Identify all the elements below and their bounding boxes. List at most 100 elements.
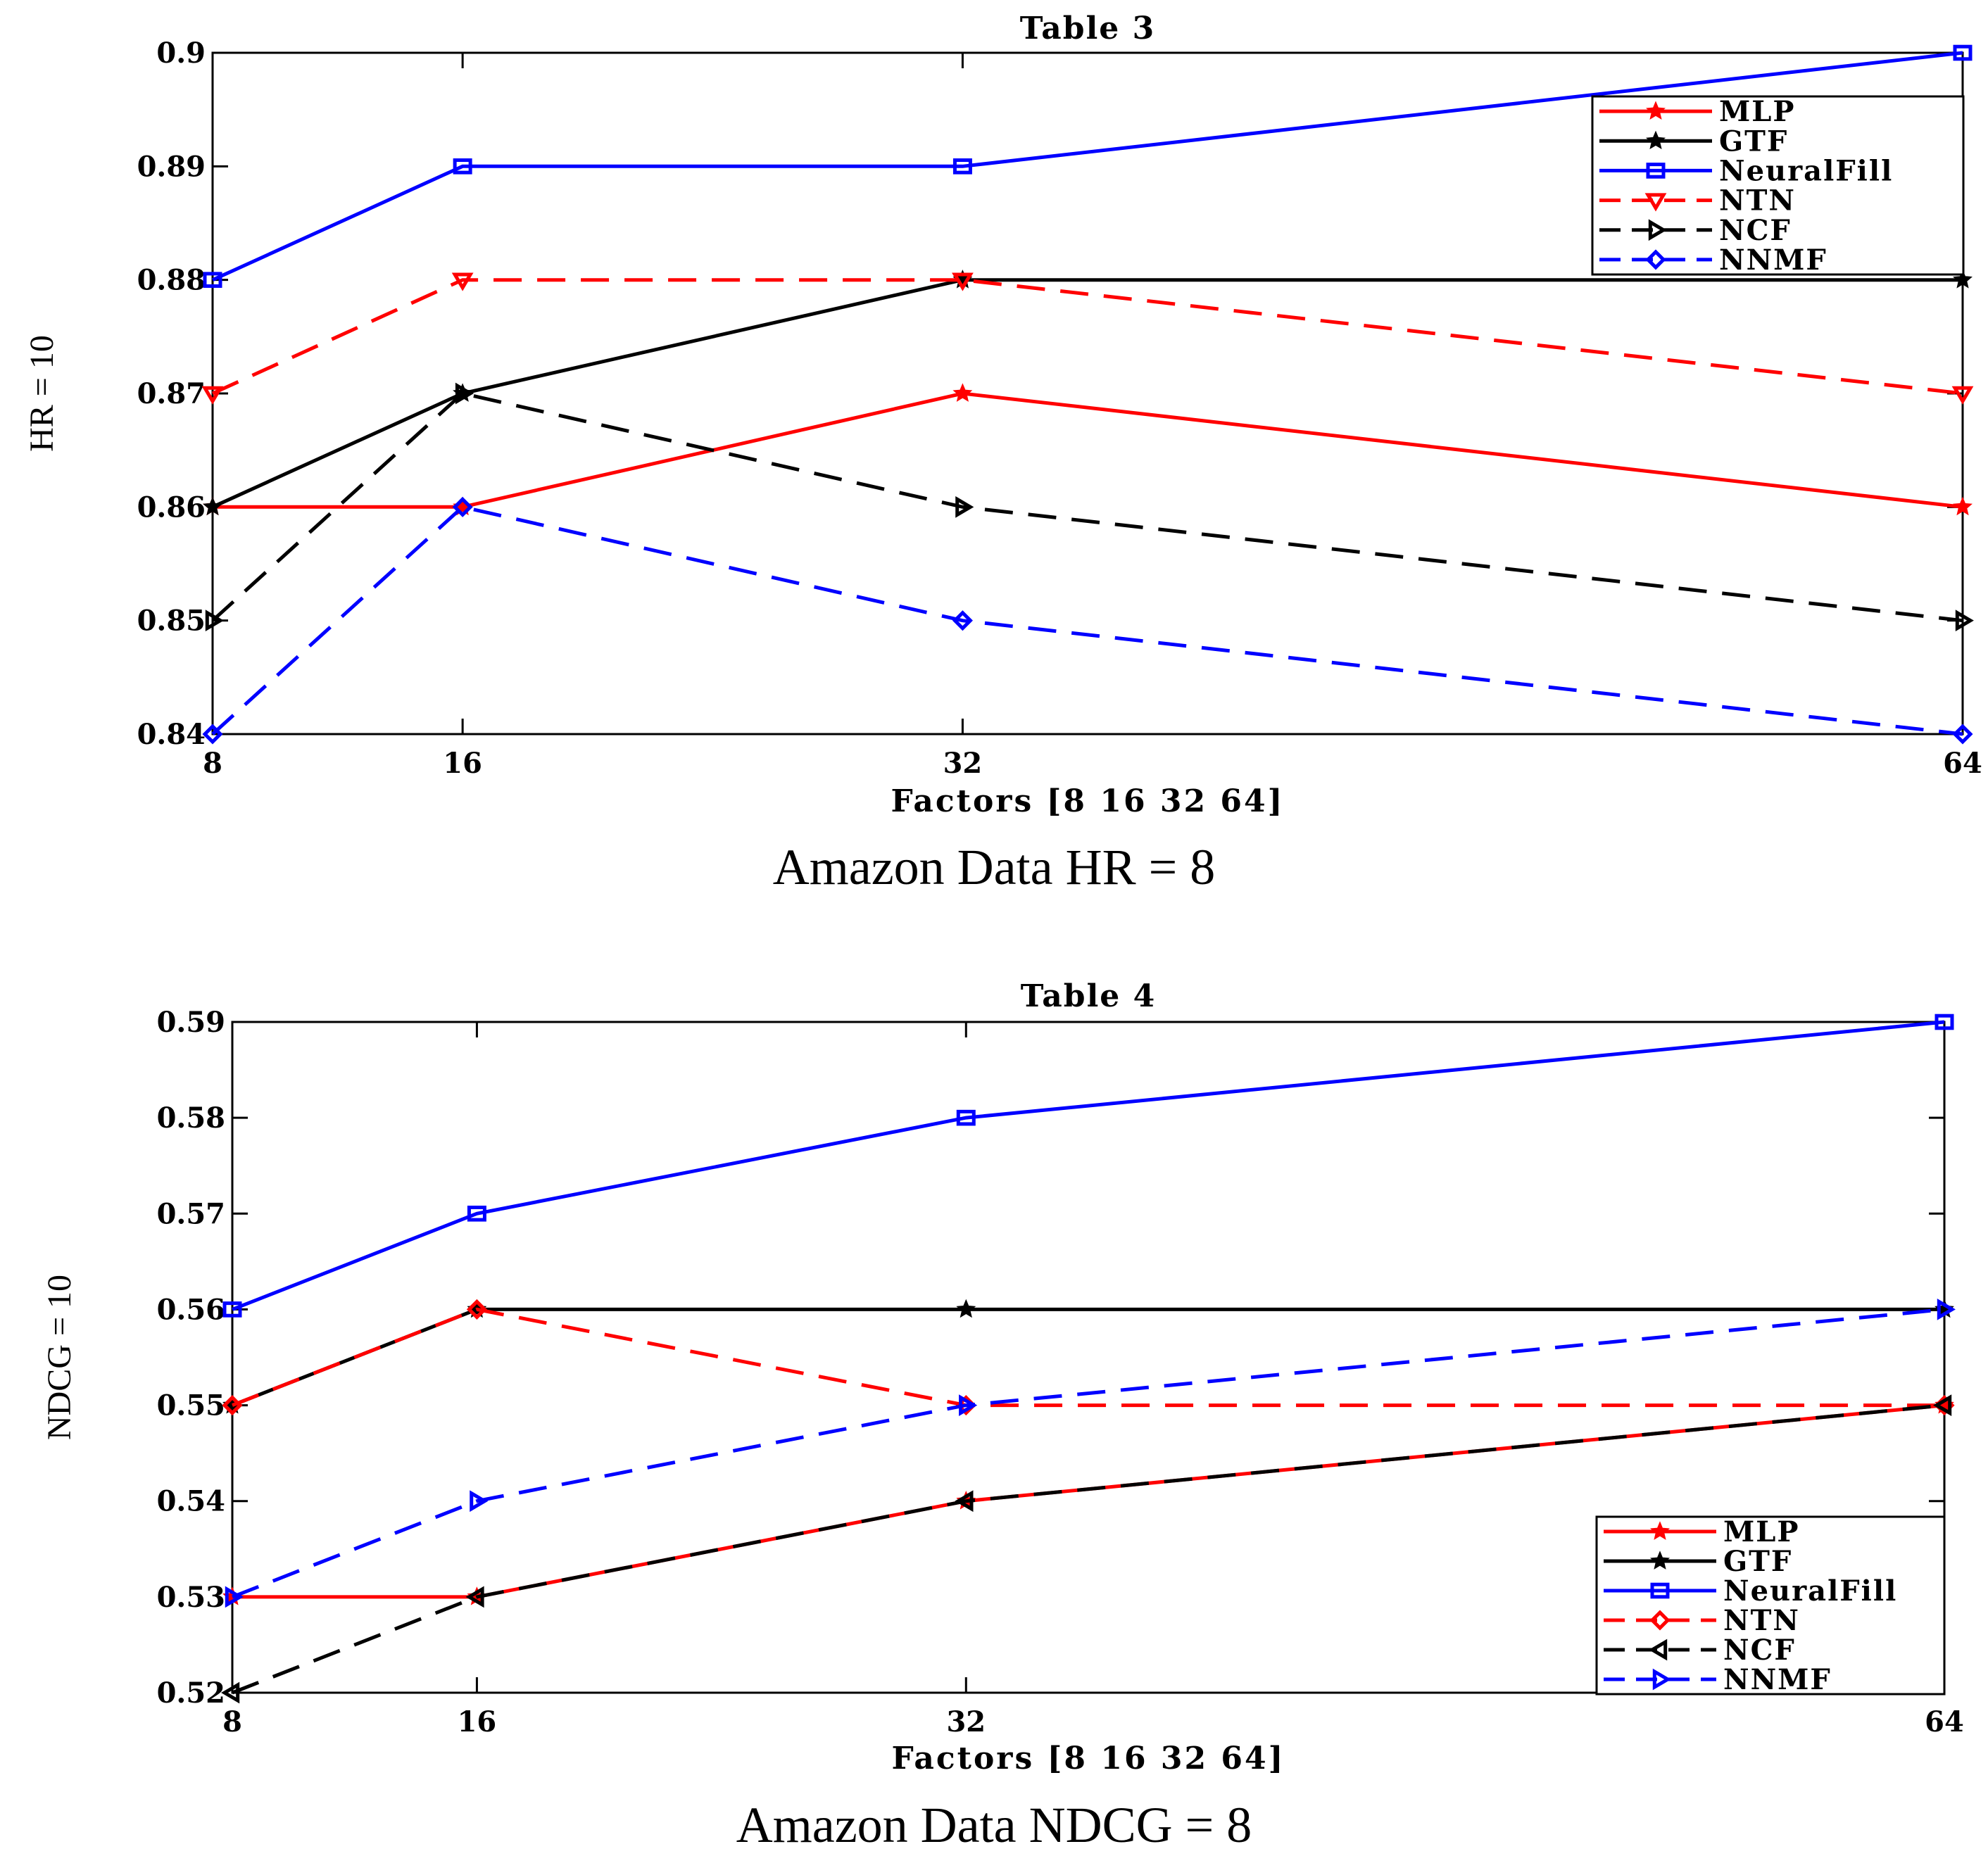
series-line <box>232 1307 1945 1599</box>
y-tick-label: 0.54 <box>157 1485 225 1518</box>
y-tick-label: 0.86 <box>137 491 206 524</box>
legend-marker <box>1646 101 1666 120</box>
series-line <box>211 51 1963 282</box>
data-point <box>455 382 474 405</box>
x-tick-label: 32 <box>943 747 983 780</box>
legend-label: NCF <box>1723 1634 1796 1667</box>
chart-2: Table 4 0.52 0.53 0.54 0.55 0.56 0.57 0.58 0.59 8… <box>41 978 1964 1853</box>
data-point <box>959 1394 978 1416</box>
series-line <box>211 505 1963 736</box>
data-point <box>1953 44 1973 61</box>
legend-marker <box>1648 219 1667 241</box>
legend-marker <box>1650 1521 1670 1540</box>
series-line <box>232 1307 1944 1407</box>
series-line <box>232 1403 1945 1695</box>
data-point <box>952 158 972 175</box>
data-point <box>453 158 472 175</box>
x-tick-label: 16 <box>443 747 482 780</box>
y-tick-label: 0.89 <box>137 150 206 183</box>
legend-label: NeuralFill <box>1719 154 1893 187</box>
y-tick-label: 0.53 <box>157 1581 225 1614</box>
data-point <box>952 272 974 291</box>
data-point <box>956 1299 976 1318</box>
legend-marker <box>1646 130 1666 150</box>
series-ncf <box>205 382 1974 632</box>
legend-label: GTF <box>1719 125 1788 158</box>
x-tick-label: 64 <box>1943 747 1982 780</box>
data-point <box>222 1301 242 1318</box>
data-point <box>202 724 223 745</box>
data-point <box>203 496 222 516</box>
legend-marker <box>1645 249 1666 270</box>
series-line <box>211 391 1963 623</box>
data-point <box>1934 1014 1954 1030</box>
series-line <box>232 1403 1945 1599</box>
data-point <box>1951 386 1974 405</box>
data-point <box>955 1490 974 1513</box>
x-axis-label: Factors [8 16 32 64] <box>892 1741 1285 1776</box>
data-point <box>1952 724 1973 745</box>
series-ntn <box>222 1299 1955 1416</box>
series-line <box>211 278 1963 509</box>
series-line <box>232 1020 1945 1311</box>
data-point <box>956 1109 976 1126</box>
x-tick-label: 8 <box>222 1705 242 1738</box>
legend-marker <box>1644 193 1667 212</box>
y-tick-label: 0.87 <box>137 377 206 410</box>
y-tick-label: 0.58 <box>157 1101 225 1135</box>
data-point <box>467 1205 486 1222</box>
data-point <box>201 386 224 405</box>
y-tick-label: 0.88 <box>137 264 206 297</box>
data-point <box>952 610 973 631</box>
data-point <box>466 1299 487 1320</box>
series-ncf <box>221 1394 1952 1704</box>
x-axis-label: Factors [8 16 32 64] <box>891 783 1285 819</box>
y-tick-label: 0.52 <box>157 1677 225 1710</box>
data-point <box>205 610 224 632</box>
y-axis-label: NDCG = 10 <box>41 1275 78 1440</box>
chart-title: Table 4 <box>1021 978 1156 1014</box>
legend-marker <box>1649 1610 1671 1631</box>
legend-label: NeuralFill <box>1723 1574 1897 1608</box>
y-tick-label: 0.56 <box>157 1293 225 1326</box>
series-neuralfill <box>203 44 1973 288</box>
legend-box <box>1595 1515 1946 1696</box>
series-nnmf <box>202 496 1973 745</box>
data-point <box>470 1490 489 1513</box>
chart-title: Table 3 <box>1020 11 1155 46</box>
legend-marker <box>1649 1639 1668 1661</box>
legend-label: NNMF <box>1719 244 1827 277</box>
legend-label: GTF <box>1723 1545 1792 1578</box>
series-nnmf <box>225 1299 1956 1608</box>
x-tick-label: 8 <box>203 747 222 780</box>
data-point <box>1953 496 1973 516</box>
data-point <box>1933 1394 1952 1416</box>
data-point <box>955 495 974 518</box>
legend-box <box>1591 95 1965 276</box>
legend-label: MLP <box>1719 95 1795 128</box>
data-point <box>465 1586 484 1608</box>
chart-caption: Amazon Data HR = 8 <box>773 839 1215 895</box>
y-tick-label: 0.59 <box>157 1006 225 1039</box>
x-tick-label: 16 <box>458 1705 497 1738</box>
legend-label: NTN <box>1723 1604 1800 1637</box>
y-tick-label: 0.9 <box>156 37 206 70</box>
data-point <box>452 496 473 517</box>
legend-label: NTN <box>1719 184 1796 217</box>
legend-marker <box>1646 163 1666 179</box>
legend-label: NCF <box>1719 214 1792 247</box>
series-mlp <box>203 383 1973 516</box>
series-ntn <box>201 272 1974 405</box>
chart-caption: Amazon Data NDCG = 8 <box>736 1797 1252 1853</box>
legend-marker <box>1650 1582 1670 1599</box>
legend-label: NNMF <box>1723 1663 1832 1696</box>
data-point <box>222 1395 243 1416</box>
chart-1: Table 3 0.84 0.85 0.86 0.87 0.88 0.89 0.9 8 16 32 6… <box>23 11 1982 895</box>
data-point <box>451 272 474 291</box>
data-point <box>1937 1299 1956 1320</box>
x-tick-label: 64 <box>1925 1705 1964 1738</box>
y-tick-label: 0.84 <box>137 718 206 751</box>
